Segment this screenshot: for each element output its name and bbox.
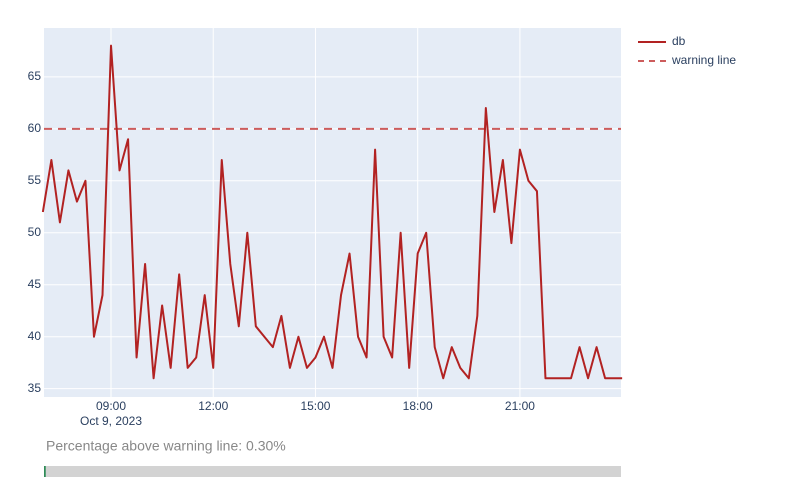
data-line [41, 44, 623, 380]
y-tick-label: 60 [28, 121, 42, 135]
x-tick-label: 09:00 [96, 399, 126, 413]
y-tick-label: 45 [28, 277, 42, 291]
x-date-label: Oct 9, 2023 [80, 414, 142, 428]
progress-track [44, 466, 621, 477]
y-tick-label: 35 [28, 381, 42, 395]
legend-label: warning line [671, 53, 736, 67]
y-tick-label: 50 [28, 225, 42, 239]
progress-label: Percentage above warning line: 0.30% [46, 438, 286, 454]
progress-fill [44, 466, 46, 477]
x-tick-label: 18:00 [403, 399, 433, 413]
x-tick-label: 12:00 [198, 399, 228, 413]
legend-label: db [672, 34, 686, 48]
plot-area [44, 28, 621, 397]
y-tick-label: 40 [28, 329, 42, 343]
y-tick-label: 55 [28, 173, 42, 187]
x-tick-label: 15:00 [300, 399, 330, 413]
y-tick-label: 65 [28, 69, 42, 83]
marks [41, 44, 623, 380]
x-tick-label: 21:00 [505, 399, 535, 413]
grid [44, 28, 621, 397]
